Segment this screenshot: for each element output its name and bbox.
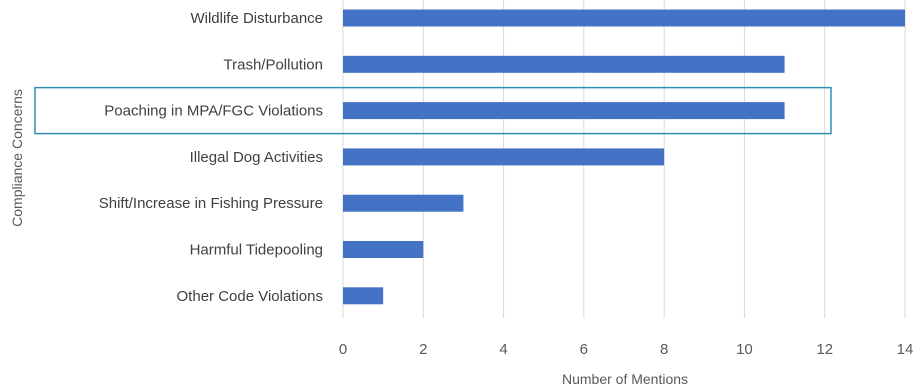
bar	[343, 102, 785, 120]
category-label: Other Code Violations	[177, 288, 323, 305]
category-label: Harmful Tidepooling	[190, 242, 323, 259]
category-label: Trash/Pollution	[224, 56, 324, 73]
category-label: Poaching in MPA/FGC Violations	[104, 103, 323, 120]
category-label: Illegal Dog Activities	[190, 149, 323, 166]
bar	[343, 194, 464, 212]
category-label: Wildlife Disturbance	[190, 10, 323, 27]
x-tick-label: 6	[580, 341, 588, 358]
highlight-box	[34, 86, 832, 135]
bars	[343, 9, 905, 305]
bar	[343, 9, 905, 27]
x-tick-label: 14	[897, 341, 914, 358]
x-tick-label: 4	[499, 341, 507, 358]
x-tick-label: 2	[419, 341, 427, 358]
x-tick-label: 10	[736, 341, 753, 358]
bar	[343, 241, 424, 258]
bar	[343, 287, 384, 305]
bar	[343, 55, 785, 73]
x-tick-labels: 0 2 4 6 8 10 12 14	[339, 341, 914, 358]
category-labels: Wildlife Disturbance Trash/Pollution Poach…	[99, 10, 323, 305]
x-tick-label: 12	[816, 341, 833, 358]
x-tick-label: 0	[339, 341, 347, 358]
category-label: Shift/Increase in Fishing Pressure	[99, 195, 323, 212]
bar	[343, 148, 665, 166]
x-axis-title: Number of Mentions	[562, 371, 688, 387]
y-axis-title: Compliance Concerns	[9, 89, 25, 227]
x-tick-label: 8	[660, 341, 668, 358]
